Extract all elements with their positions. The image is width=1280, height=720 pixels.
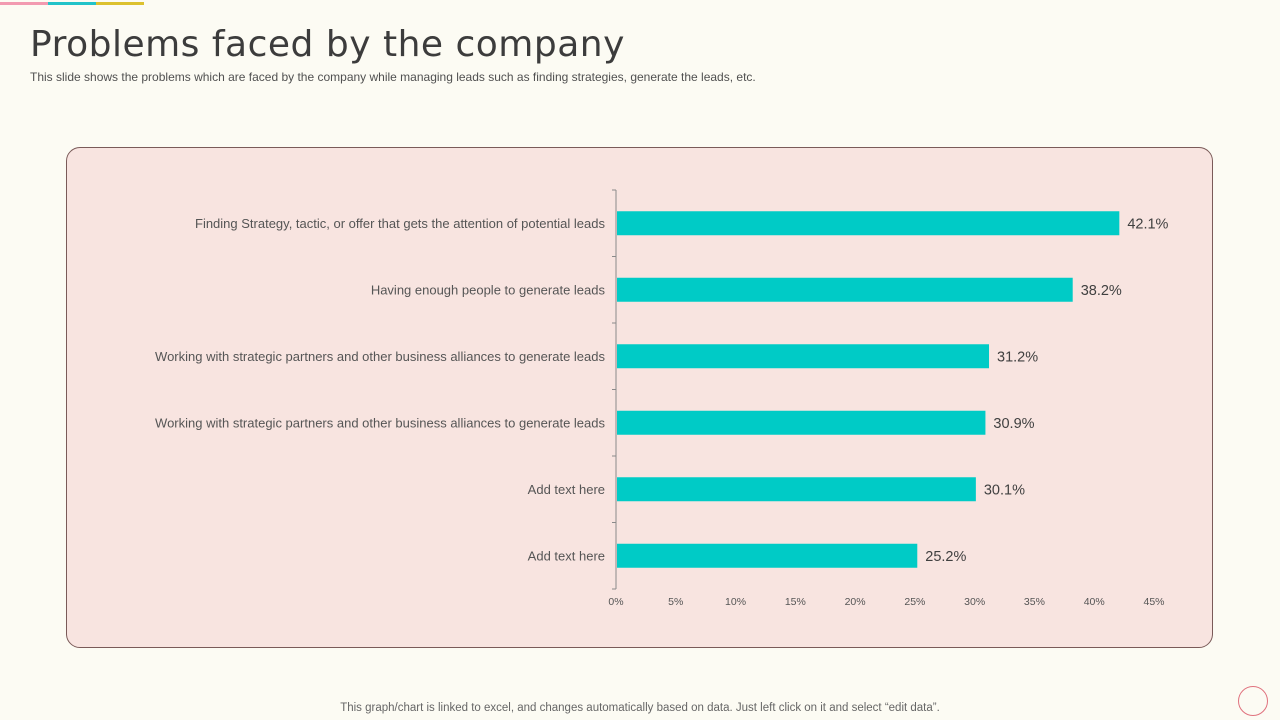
category-label: Working with strategic partners and othe… [155,349,605,364]
bar[interactable] [617,344,990,369]
x-tick-label: 40% [1084,596,1105,608]
bar[interactable] [617,211,1120,236]
x-tick-label: 35% [1024,596,1045,608]
x-tick-label: 20% [845,596,866,608]
accent-bar-pink [0,2,48,5]
data-label: 25.2% [925,549,966,565]
category-label: Add text here [528,548,605,563]
category-label: Working with strategic partners and othe… [155,415,605,430]
x-tick-label: 5% [668,596,683,608]
data-label: 42.1% [1127,216,1168,232]
page-title: Problems faced by the company [30,24,625,65]
x-tick-label: 30% [964,596,985,608]
bar-chart[interactable]: Finding Strategy, tactic, or offer that … [67,148,1214,649]
category-label: Finding Strategy, tactic, or offer that … [195,216,605,231]
bar[interactable] [617,543,918,568]
page-subtitle: This slide shows the problems which are … [30,70,756,84]
x-tick-label: 15% [785,596,806,608]
bar[interactable] [617,410,986,435]
category-label: Having enough people to generate leads [371,282,606,297]
accent-bar-yellow [96,2,144,5]
x-tick-label: 0% [608,596,623,608]
corner-circle-decoration [1238,686,1268,716]
footer-note: This graph/chart is linked to excel, and… [340,702,940,714]
bar[interactable] [617,277,1073,302]
data-label: 38.2% [1081,283,1122,299]
bar[interactable] [617,477,976,502]
data-label: 30.1% [984,482,1025,498]
data-label: 31.2% [997,349,1038,365]
x-tick-label: 25% [904,596,925,608]
category-label: Add text here [528,482,605,497]
x-tick-label: 10% [725,596,746,608]
chart-panel[interactable]: Finding Strategy, tactic, or offer that … [66,147,1213,648]
data-label: 30.9% [993,416,1034,432]
x-tick-label: 45% [1143,596,1164,608]
accent-bar-teal [48,2,96,5]
